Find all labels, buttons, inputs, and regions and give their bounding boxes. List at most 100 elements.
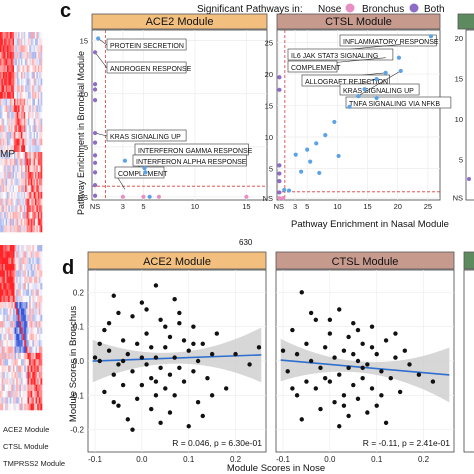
heatmap-cell [33,145,36,153]
heatmap-cell [5,78,8,86]
heatmap-cell [1,245,4,252]
d-ctsl-point [322,375,328,381]
heatmap-cell [21,192,23,199]
heatmap-cell [39,38,41,46]
heatmap-cell [26,145,29,153]
heatmap-cell [19,158,22,166]
heatmap-cell [1,371,4,379]
heatmap-cell [2,192,5,199]
heatmap-cell [1,145,4,153]
d-ctsl-point [313,386,319,391]
heatmap-cell [18,145,20,153]
heatmap-cell [16,158,19,166]
heatmap-cell [11,158,13,166]
heatmap-cell [0,112,2,119]
heatmap-cell [15,205,18,213]
heatmap-cell [25,384,28,392]
heatmap-cell [0,138,2,146]
heatmap-cell [19,165,22,173]
heatmap-cell [25,245,28,252]
heatmap-cell [25,58,27,66]
heatmap-cell [6,390,9,398]
heatmap-cell [30,198,33,206]
heatmap-cell [1,98,4,106]
heatmap-cell [21,308,23,316]
heatmap-cell [35,125,37,133]
heatmap-cell [8,152,11,159]
d-ace2-point [149,345,154,350]
heatmap-cell [25,152,27,159]
heatmap-cell [9,38,12,46]
heatmap-cell [21,276,23,284]
heatmap-cell [29,212,32,219]
heatmap-cell [9,251,12,258]
heatmap-cell [35,152,37,159]
heatmap-cell [12,32,15,39]
heatmap-cell [12,384,15,392]
heatmap-cell [38,365,41,373]
heatmap-cell [3,327,6,335]
heatmap-cell [32,198,34,206]
heatmap-cell [26,65,29,73]
heatmap-cell [37,158,40,166]
heatmap-cell [1,132,4,139]
heatmap-cell [32,132,34,139]
heatmap-cell [8,192,11,199]
heatmap-cell [4,212,6,219]
heatmap-cell [36,38,39,46]
heatmap-cell [11,397,14,404]
heatmap-cell [11,85,13,93]
heatmap-cell [33,359,36,366]
c-ace2-ytick: 15 [80,37,88,46]
heatmap-cell [39,32,41,39]
c-ace2-header [91,13,268,30]
heatmap-cell [15,192,18,199]
heatmap-cell [9,198,12,206]
heatmap-cell [1,270,4,278]
heatmap-cell [37,198,40,206]
heatmap-cell [35,283,38,290]
heatmap-cell [11,172,13,179]
heatmap-cell [4,378,7,385]
heatmap-cell [16,333,19,341]
heatmap-cell [25,314,28,322]
heatmap-cell [17,321,20,328]
heatmap-cell [40,333,43,341]
heatmap-cell [8,371,10,379]
heatmap-cell [35,384,38,392]
heatmap-cell [5,145,8,153]
heatmap-cell [32,158,34,166]
heatmap-cell [32,371,35,379]
heatmap-cell [4,132,6,139]
heatmap-cell [30,403,33,411]
heatmap-cell [29,32,32,39]
c-ctsl-point-both [332,119,337,125]
heatmap-cell [27,352,30,360]
heatmap-cell [28,212,30,219]
heatmap-cell [29,403,31,411]
heatmap-cell [12,365,15,373]
heatmap-cell [16,403,19,411]
heatmap-cell [9,359,12,366]
heatmap-cell [28,78,30,86]
heatmap-cell [23,205,26,213]
heatmap-cell [4,327,7,335]
d-ctsl-point [383,420,389,426]
heatmap-cell [37,58,40,66]
heatmap-cell [33,289,36,297]
heatmap-cell [2,125,5,133]
d-ctsl-point [308,310,314,316]
chart-d-ace2: ACE2 Module-0.1 0.0 0.1 0.2-0.2-0.10.00.10.… [70,251,267,464]
heatmap-cell [27,321,30,328]
heatmap-cell [14,125,16,133]
heatmap-cell [39,145,41,153]
heatmap-cell [25,397,28,404]
heatmap-cell [30,72,33,79]
heatmap-cell [38,276,41,284]
heatmap-cell [36,78,39,86]
heatmap-cell [37,321,40,328]
heatmap-cell [21,283,23,290]
heatmap-cell [25,321,28,328]
heatmap-cell [8,72,11,79]
heatmap-cell [9,65,12,73]
